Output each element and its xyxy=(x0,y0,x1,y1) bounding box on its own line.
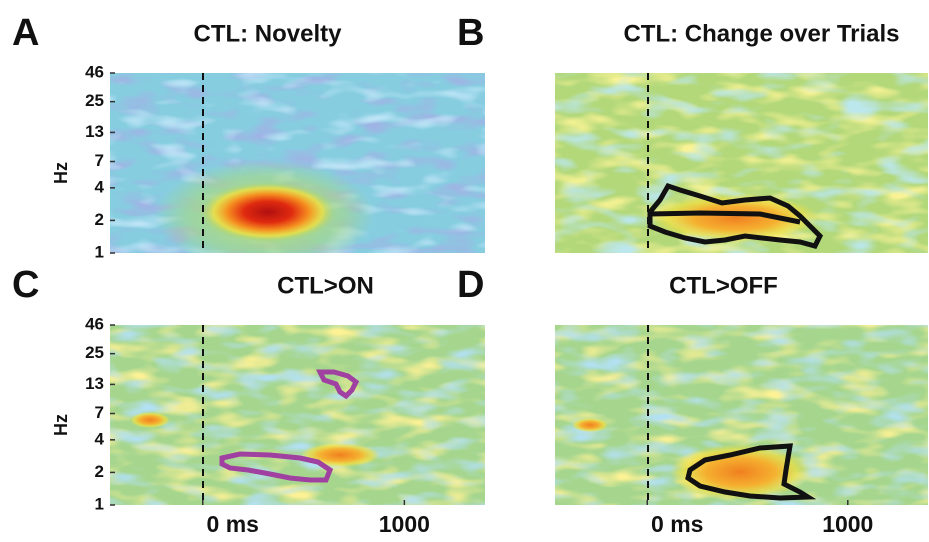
x-tick-label: 0 ms xyxy=(207,511,259,537)
y-tick-label: 13 xyxy=(85,374,104,393)
y-tick-label: 7 xyxy=(95,403,104,422)
panel-title: CTL>OFF xyxy=(669,272,778,299)
contour xyxy=(315,369,360,400)
y-tick-label: 2 xyxy=(95,210,104,229)
heatmap-blob xyxy=(650,194,820,242)
heatmap xyxy=(110,73,485,253)
panel-letter: A xyxy=(12,12,39,54)
x-tick-label: 0 ms xyxy=(651,511,703,537)
y-tick-label: 4 xyxy=(95,177,105,196)
heatmap-blob xyxy=(130,412,170,428)
panels xyxy=(110,73,928,505)
panel-letter: D xyxy=(457,264,484,306)
y-tick-label: 7 xyxy=(95,151,104,170)
contour xyxy=(685,443,817,501)
y-tick-label: 25 xyxy=(85,91,104,110)
y-tick-label: 2 xyxy=(95,462,104,481)
y-tick-label: 1 xyxy=(95,494,104,513)
heatmap xyxy=(555,73,928,253)
panel-title: CTL>ON xyxy=(277,272,374,299)
contour xyxy=(647,182,824,249)
y-tick-label: 25 xyxy=(85,343,104,362)
heatmap-texture xyxy=(110,325,485,505)
x-tick-label: 1000 xyxy=(379,511,430,537)
heatmap-blob xyxy=(300,443,380,467)
panel-title: CTL: Change over Trials xyxy=(623,20,899,47)
heatmap-blob xyxy=(572,418,608,432)
y-tick-label: 46 xyxy=(85,62,104,81)
contour xyxy=(219,451,334,483)
heatmap xyxy=(110,325,485,505)
panel-letter: B xyxy=(457,12,484,54)
contours xyxy=(219,182,824,501)
x-tick-label: 1000 xyxy=(822,511,873,537)
y-tick-label: 4 xyxy=(95,429,105,448)
y-axis-label: Hz xyxy=(51,414,71,436)
y-tick-label: 13 xyxy=(85,122,104,141)
y-tick-label: 46 xyxy=(85,314,104,333)
y-axis-label: Hz xyxy=(51,162,71,184)
panel-title: CTL: Novelty xyxy=(193,20,342,47)
y-tick-label: 1 xyxy=(95,242,104,261)
heatmap xyxy=(555,325,928,505)
heatmap-blob xyxy=(200,182,336,242)
panel-letter: C xyxy=(12,264,39,306)
